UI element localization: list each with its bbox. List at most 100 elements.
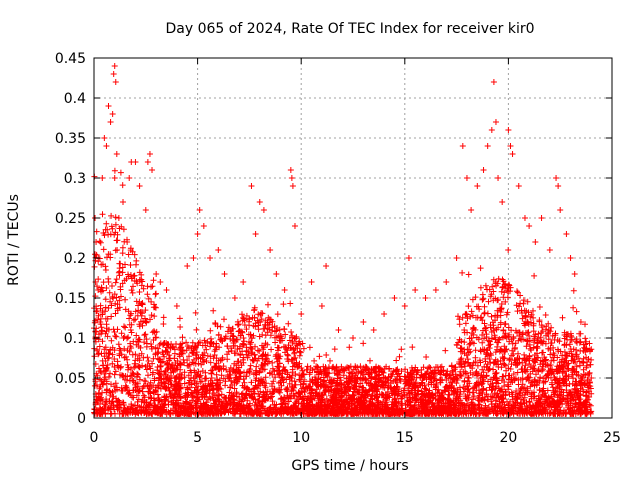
data-point — [157, 279, 164, 285]
data-point — [111, 63, 118, 69]
data-point — [495, 175, 502, 181]
data-point — [557, 207, 564, 213]
data-point — [289, 183, 296, 189]
data-point — [112, 79, 119, 85]
data-point — [350, 335, 356, 341]
data-point — [488, 127, 495, 133]
y-tick-label: 0.45 — [55, 51, 86, 67]
data-point — [298, 311, 305, 317]
data-point — [215, 247, 222, 253]
data-point — [490, 79, 497, 85]
data-point — [194, 231, 201, 237]
chart-title: Day 065 of 2024, Rate Of TEC Index for r… — [165, 21, 534, 37]
x-tick-label: 0 — [90, 430, 99, 446]
data-point — [267, 247, 274, 253]
data-point — [553, 175, 560, 181]
data-point — [507, 143, 514, 149]
data-point — [173, 303, 180, 309]
data-point — [308, 279, 315, 285]
data-point — [509, 151, 516, 157]
data-point — [546, 247, 553, 253]
data-point — [335, 327, 342, 333]
data-point — [200, 223, 207, 229]
data-point — [136, 183, 143, 189]
data-point — [190, 255, 197, 261]
data-point — [412, 287, 419, 293]
data-point — [323, 263, 330, 269]
x-tick-label: 15 — [396, 430, 414, 446]
data-point — [231, 295, 238, 301]
y-tick-label: 0 — [77, 411, 86, 427]
data-point — [422, 295, 429, 301]
data-point — [111, 175, 118, 181]
data-point — [474, 183, 481, 189]
data-point — [260, 207, 267, 213]
x-tick-label: 25 — [603, 430, 621, 446]
data-point — [240, 279, 247, 285]
data-point — [149, 167, 156, 173]
data-point — [207, 255, 214, 261]
axis-ticks: 0 5 10 15 20 25 0 0.05 0.1 0.15 0.2 0.25 0.3 0.35 0.4 0… — [55, 51, 621, 446]
data-point — [532, 239, 539, 245]
data-point — [120, 199, 127, 205]
data-point — [381, 311, 388, 317]
data-point — [521, 215, 528, 221]
data-point — [538, 215, 545, 221]
data-point — [252, 231, 259, 237]
data-point — [101, 135, 108, 141]
data-point — [453, 255, 460, 261]
data-point — [443, 279, 450, 285]
data-point — [360, 319, 367, 325]
y-axis-title: ROTI / TECUs — [6, 194, 22, 286]
data-point — [567, 255, 574, 261]
data-point — [401, 303, 408, 309]
data-point — [221, 271, 228, 277]
data-point — [405, 255, 412, 261]
y-tick-label: 0.25 — [55, 211, 86, 227]
data-point — [109, 111, 116, 117]
data-point — [273, 271, 280, 277]
x-tick-label: 10 — [292, 430, 310, 446]
data-point — [287, 167, 294, 173]
data-point — [105, 103, 112, 109]
data-points — [91, 63, 595, 417]
data-point — [184, 263, 191, 269]
data-point — [103, 143, 110, 149]
data-point — [126, 175, 133, 181]
data-point — [499, 199, 506, 205]
data-point — [555, 183, 562, 189]
data-point-cloud — [91, 167, 595, 417]
x-tick-label: 5 — [193, 430, 202, 446]
y-tick-label: 0.1 — [64, 331, 86, 347]
y-tick-label: 0.4 — [64, 91, 86, 107]
x-tick-label: 20 — [499, 430, 517, 446]
data-point — [571, 271, 578, 277]
data-point — [484, 143, 491, 149]
plot-frame — [93, 57, 613, 419]
data-point — [288, 175, 295, 181]
data-point — [291, 223, 298, 229]
x-axis-title: GPS time / hours — [291, 458, 408, 474]
data-point — [115, 215, 122, 221]
y-tick-label: 0.15 — [55, 291, 86, 307]
data-point — [132, 159, 139, 165]
data-point — [163, 287, 170, 293]
data-point — [588, 375, 595, 381]
data-point — [391, 295, 398, 301]
data-point — [144, 159, 151, 165]
data-point — [318, 303, 325, 309]
data-point — [153, 271, 160, 277]
data-point — [459, 143, 466, 149]
y-tick-label: 0.05 — [55, 371, 86, 387]
data-point — [463, 175, 470, 181]
data-point — [110, 71, 117, 77]
y-tick-label: 0.3 — [64, 171, 86, 187]
data-point — [370, 327, 377, 333]
data-point — [113, 151, 120, 157]
y-tick-label: 0.2 — [64, 251, 86, 267]
data-point — [432, 287, 439, 293]
data-point — [248, 183, 255, 189]
data-point — [563, 231, 570, 237]
data-point — [281, 287, 288, 293]
y-tick-label: 0.35 — [55, 131, 86, 147]
